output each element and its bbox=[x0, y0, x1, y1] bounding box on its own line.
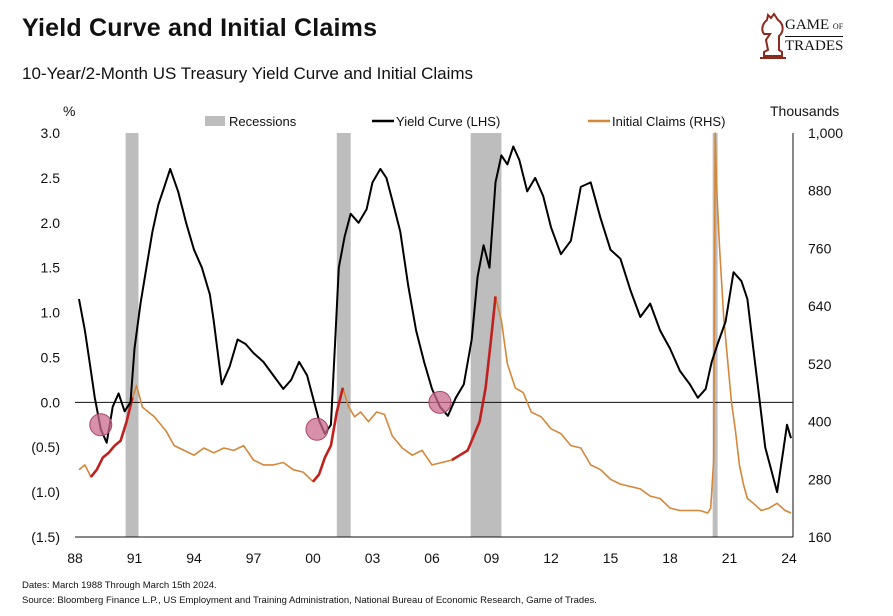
claims-series bbox=[78, 132, 792, 514]
legend-recessions-label: Recessions bbox=[229, 114, 297, 129]
left-tick-label: 2.0 bbox=[41, 215, 61, 231]
recession-bands bbox=[125, 133, 718, 537]
logo-word-of: OF bbox=[832, 22, 844, 31]
footer-source: Source: Bloomberg Finance L.P., US Emplo… bbox=[22, 595, 597, 606]
right-tick-label: 520 bbox=[808, 356, 832, 372]
left-tick-label: 0.5 bbox=[41, 349, 61, 365]
page-title: Yield Curve and Initial Claims bbox=[22, 14, 378, 42]
claims-line bbox=[78, 132, 792, 514]
right-tick-label: 1,000 bbox=[808, 125, 843, 141]
logo-line-1: GAME OF bbox=[785, 17, 843, 34]
x-tick-label: 88 bbox=[67, 550, 83, 566]
recession-band-3 bbox=[712, 133, 718, 537]
claims-highlight-1 bbox=[312, 387, 345, 483]
footer-dates: Dates: March 1988 Through March 15th 202… bbox=[22, 580, 217, 591]
claims-highlight-0 bbox=[89, 397, 134, 478]
inversion-markers bbox=[89, 390, 452, 441]
right-tick-label: 160 bbox=[808, 529, 832, 545]
x-tick-label: 00 bbox=[305, 550, 321, 566]
left-tick-label: (1.0) bbox=[31, 484, 60, 500]
right-tick-label: 760 bbox=[808, 240, 832, 256]
x-tick-label: 09 bbox=[484, 550, 500, 566]
legend-recessions-swatch bbox=[205, 116, 225, 126]
left-tick-label: 1.0 bbox=[41, 305, 61, 321]
left-tick-label: 0.0 bbox=[41, 394, 61, 410]
right-tick-label: 400 bbox=[808, 414, 832, 430]
x-tick-label: 24 bbox=[781, 550, 797, 566]
inversion-marker-2 bbox=[428, 390, 452, 414]
inversion-marker-1 bbox=[305, 417, 329, 441]
legend-claims-label: Initial Claims (RHS) bbox=[612, 114, 725, 129]
page-subtitle: 10-Year/2-Month US Treasury Yield Curve … bbox=[22, 64, 474, 83]
logo-word-trades: TRADES bbox=[785, 36, 844, 54]
x-tick-label: 18 bbox=[662, 550, 678, 566]
right-axis-unit: Thousands bbox=[770, 103, 839, 119]
chart-axes: 3.0 2.5 2.0 1.5 1.0 0.5 0.0 (0.5) (1.0) (1.5) 1,00… bbox=[31, 103, 843, 566]
left-tick-label: 3.0 bbox=[41, 125, 61, 141]
left-axis-unit: % bbox=[63, 103, 75, 119]
recession-band-0 bbox=[125, 133, 139, 537]
x-tick-label: 15 bbox=[603, 550, 619, 566]
x-tick-label: 21 bbox=[722, 550, 738, 566]
legend-yield-label: Yield Curve (LHS) bbox=[396, 114, 500, 129]
knight-chess-icon bbox=[760, 12, 786, 59]
logo-word-game: GAME bbox=[785, 17, 830, 33]
right-tick-label: 880 bbox=[808, 183, 832, 199]
x-tick-label: 06 bbox=[424, 550, 440, 566]
x-tick-label: 94 bbox=[186, 550, 202, 566]
yield-curve-line bbox=[78, 145, 792, 494]
inversion-marker-0 bbox=[89, 413, 113, 437]
recession-band-1 bbox=[336, 133, 351, 537]
left-tick-label: 2.5 bbox=[41, 170, 61, 186]
right-tick-label: 280 bbox=[808, 471, 832, 487]
x-tick-label: 91 bbox=[127, 550, 143, 566]
yield-curve-claims-chart: 3.0 2.5 2.0 1.5 1.0 0.5 0.0 (0.5) (1.0) (1.5) 1,00… bbox=[31, 103, 843, 566]
x-tick-label: 12 bbox=[543, 550, 559, 566]
right-tick-label: 640 bbox=[808, 298, 832, 314]
x-tick-label: 03 bbox=[365, 550, 381, 566]
yield-series bbox=[78, 145, 792, 494]
left-tick-label: 1.5 bbox=[41, 260, 61, 276]
chart-legend: Recessions Yield Curve (LHS) Initial Claim… bbox=[205, 114, 725, 129]
claims-highlight-2 bbox=[451, 296, 497, 462]
x-tick-label: 97 bbox=[246, 550, 262, 566]
recession-band-2 bbox=[470, 133, 502, 537]
left-tick-label: (0.5) bbox=[31, 439, 60, 455]
left-tick-label: (1.5) bbox=[31, 529, 60, 545]
